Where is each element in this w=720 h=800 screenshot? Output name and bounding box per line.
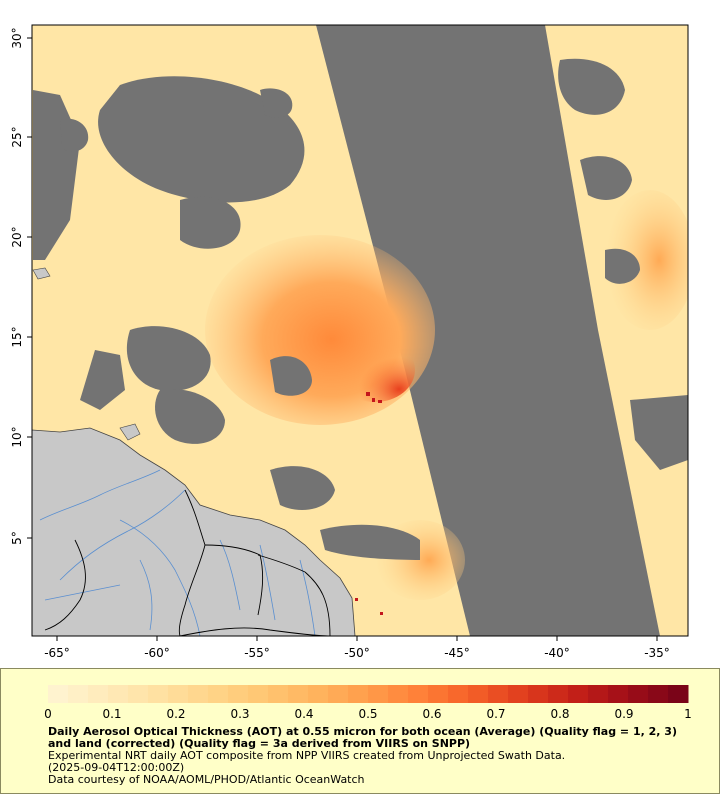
lon-tick-label: -50° (344, 646, 370, 660)
colorbar-swatch (288, 685, 309, 703)
aerosol-plume-core (335, 338, 415, 402)
lat-tick-marks (27, 37, 32, 539)
island-trinidad (119, 423, 141, 441)
lon-tick-label: -35° (644, 646, 670, 660)
colorbar-tick-label: 0.5 (358, 707, 377, 721)
colorbar-swatch (228, 685, 249, 703)
lon-tick-label: -45° (444, 646, 470, 660)
colorbar-swatch (48, 685, 69, 703)
colorbar-swatch (188, 685, 209, 703)
lat-tick-label: 15° (10, 326, 24, 347)
colorbar-tick-label: 0.6 (422, 707, 441, 721)
colorbar: 0 0.1 0.2 0.3 0.4 0.5 0.6 0.7 0.8 0.9 1 (44, 685, 692, 721)
satellite-swath-right (545, 25, 688, 636)
colorbar-swatch (108, 685, 129, 703)
land-south-america (32, 427, 356, 636)
colorbar-swatch (268, 685, 289, 703)
colorbar-tick-label: 0.8 (550, 707, 569, 721)
colorbar-swatch (588, 685, 609, 703)
colorbar-swatch (308, 685, 329, 703)
lon-tick-label: -65° (44, 646, 70, 660)
legend-description: Experimental NRT daily AOT composite fro… (48, 749, 566, 762)
colorbar-tick-label: 0.2 (166, 707, 185, 721)
colorbar-tick-label: 0.7 (486, 707, 505, 721)
aot-map: -65° -60° -55° -50° -45° -40° -35° 5° 10… (10, 24, 689, 660)
colorbar-swatch (408, 685, 429, 703)
colorbar-swatch (668, 685, 689, 703)
colorbar-tick-label: 0.4 (294, 707, 313, 721)
island-antilles (32, 267, 51, 280)
colorbar-swatch (168, 685, 189, 703)
colorbar-swatches (48, 685, 689, 703)
colorbar-swatch (488, 685, 509, 703)
colorbar-swatch (468, 685, 489, 703)
lat-tick-label: 30° (10, 27, 24, 48)
lon-tick-label: -40° (544, 646, 570, 660)
colorbar-swatch (368, 685, 389, 703)
legend-text: Daily Aerosol Optical Thickness (AOT) at… (48, 726, 688, 786)
colorbar-swatch (648, 685, 669, 703)
colorbar-tick-label: 0.3 (230, 707, 249, 721)
colorbar-swatch (508, 685, 529, 703)
high-aot-pixels (355, 392, 383, 615)
lat-tick-label: 5° (10, 531, 24, 545)
colorbar-swatch (248, 685, 269, 703)
colorbar-tick-label: 0 (44, 707, 52, 721)
map-frame (31, 24, 689, 637)
colorbar-tick-label: 1 (684, 707, 692, 721)
colorbar-swatch (548, 685, 569, 703)
lon-tick-label: -60° (144, 646, 170, 660)
lat-tick-label: 10° (10, 426, 24, 447)
colorbar-swatch (68, 685, 89, 703)
colorbar-swatch (88, 685, 109, 703)
aerosol-plume (205, 235, 435, 425)
colorbar-swatch (208, 685, 229, 703)
colorbar-swatch (568, 685, 589, 703)
country-borders (44, 489, 331, 636)
lat-tick-label: 25° (10, 126, 24, 147)
colorbar-swatch (348, 685, 369, 703)
colorbar-swatch (428, 685, 449, 703)
cloud-gaps (33, 58, 688, 560)
lon-tick-label: -55° (244, 646, 270, 660)
colorbar-swatch (328, 685, 349, 703)
legend-title: Daily Aerosol Optical Thickness (AOT) at… (48, 725, 677, 750)
legend-date: (2025-09-04T12:00:00Z) (48, 761, 185, 774)
rivers (39, 469, 316, 636)
colorbar-swatch (128, 685, 149, 703)
colorbar-swatch (628, 685, 649, 703)
colorbar-swatch (448, 685, 469, 703)
colorbar-swatch (528, 685, 549, 703)
legend-credit: Data courtesy of NOAA/AOML/PHOD/Atlantic… (48, 773, 365, 786)
lat-tick-label: 20° (10, 226, 24, 247)
lon-tick-marks (56, 636, 658, 641)
colorbar-swatch (388, 685, 409, 703)
colorbar-tick-label: 0.9 (614, 707, 633, 721)
colorbar-tick-label: 0.1 (102, 707, 121, 721)
colorbar-swatch (148, 685, 169, 703)
colorbar-swatch (608, 685, 629, 703)
aerosol-plume-east (605, 190, 688, 330)
